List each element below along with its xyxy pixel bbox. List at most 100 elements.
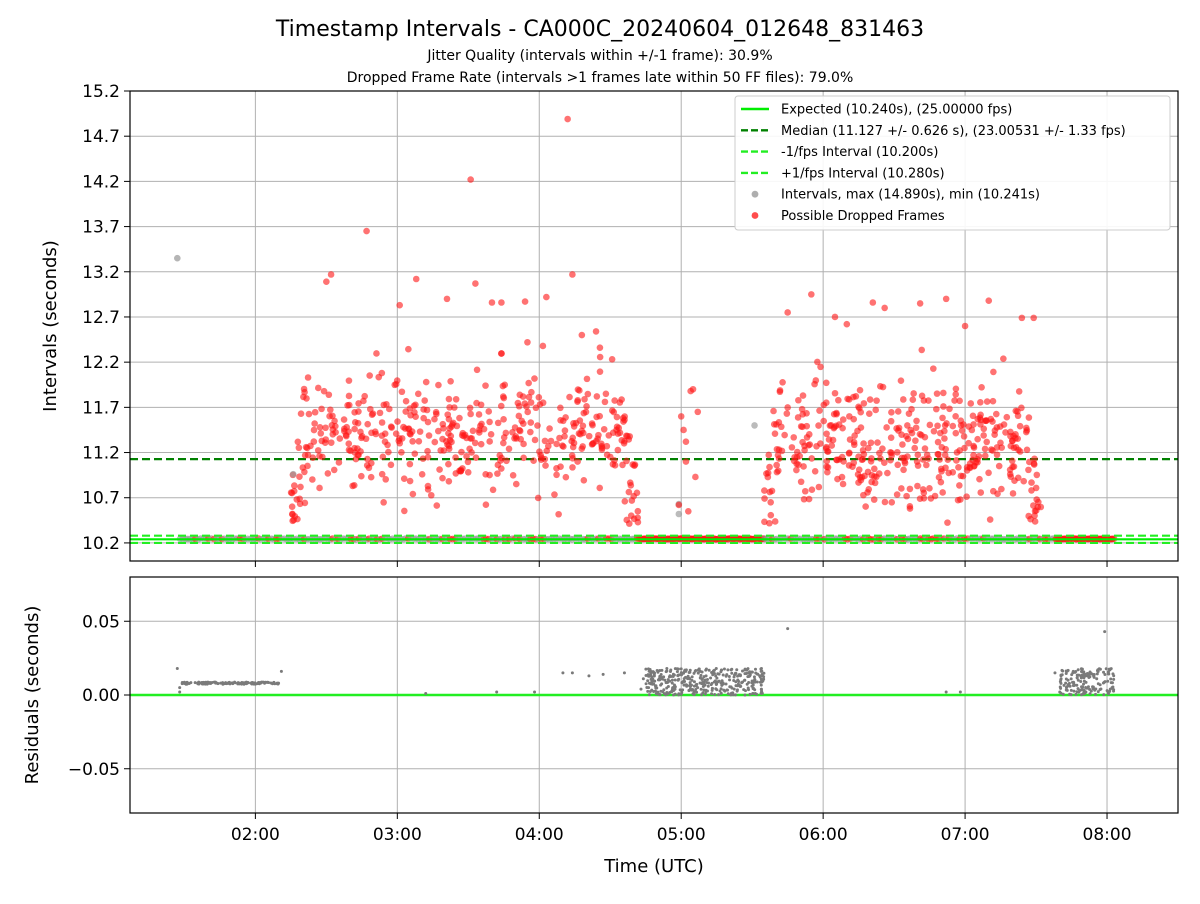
- dropped-frame-point: [608, 356, 616, 363]
- dropped-frame-point: [368, 411, 376, 418]
- dropped-frame-point: [833, 456, 840, 464]
- dropped-frame-point: [1030, 460, 1038, 467]
- residual-point: [664, 670, 668, 674]
- dropped-frame-point: [976, 475, 983, 483]
- dropped-frame-point: [561, 433, 568, 440]
- residual-point: [732, 687, 736, 691]
- residual-point: [1111, 672, 1115, 676]
- dropped-frame-point: [854, 427, 861, 435]
- dropped-frame-point: [868, 478, 875, 486]
- dropped-frame-point: [596, 344, 604, 351]
- dropped-frame-point: [833, 409, 840, 417]
- dropped-frame-point: [954, 496, 962, 504]
- residual-point: [656, 670, 660, 674]
- dropped-frame-point: [519, 393, 527, 400]
- dropped-frame-point: [325, 391, 333, 399]
- dropped-frame-point: [689, 385, 697, 393]
- dropped-frame-point: [357, 428, 364, 436]
- dropped-frame-point: [553, 471, 560, 479]
- residual-point: [759, 666, 763, 670]
- dropped-frame-point: [520, 440, 527, 448]
- residual-point: [687, 670, 691, 674]
- residual-point: [1071, 680, 1075, 684]
- residual-point: [1059, 674, 1063, 678]
- dropped-frame-point: [942, 445, 949, 453]
- time-x-tick-label: 03:00: [373, 825, 422, 845]
- dropped-frame-point: [598, 440, 605, 448]
- residual-point: [699, 687, 703, 691]
- residual-point: [679, 667, 683, 671]
- dropped-frame-point: [835, 396, 842, 404]
- dropped-frame-point: [358, 472, 365, 480]
- residual-point: [219, 681, 223, 685]
- dropped-frame-point: [551, 491, 558, 498]
- residual-point: [751, 683, 755, 687]
- dropped-frame-point: [685, 507, 692, 515]
- dropped-frame-point: [998, 485, 1005, 493]
- residual-point: [696, 686, 700, 690]
- residual-point: [720, 682, 724, 686]
- residual-point: [759, 691, 763, 695]
- residual-point: [183, 681, 187, 685]
- dropped-frame-point: [424, 482, 432, 490]
- dropped-frame-point: [943, 420, 950, 427]
- residual-point: [1085, 672, 1089, 676]
- dropped-frame-point: [487, 430, 495, 438]
- dropped-frame-point: [512, 480, 520, 488]
- residuals-y-ticks: −0.05 0.00 0.05: [68, 612, 130, 780]
- dropped-frame-point: [431, 438, 439, 446]
- dropped-frame-point: [908, 429, 916, 437]
- residual-point: [1109, 677, 1113, 681]
- residual-point: [759, 683, 763, 687]
- dropped-frame-point: [921, 445, 929, 452]
- residual-point: [679, 673, 683, 677]
- dropped-frame-point: [316, 424, 324, 431]
- residual-point: [1074, 692, 1078, 696]
- dropped-frame-point: [596, 412, 604, 420]
- residual-point: [1069, 688, 1073, 692]
- dropped-frame-point: [776, 387, 784, 394]
- residual-point: [1077, 689, 1081, 693]
- dropped-frame-point: [611, 397, 618, 404]
- dropped-frame-point: [469, 427, 477, 435]
- dropped-frame-point: [820, 401, 828, 409]
- dropped-frame-point: [977, 398, 984, 406]
- intervals-plot-border: [129, 90, 1179, 562]
- dropped-frame-point: [781, 431, 788, 439]
- dropped-frame-point: [299, 464, 307, 471]
- residual-point: [1088, 670, 1092, 674]
- residual-point: [1084, 690, 1088, 694]
- dropped-frame-point: [808, 486, 816, 494]
- residual-point: [718, 689, 722, 693]
- dropped-frame-point: [881, 459, 888, 467]
- dropped-frame-point: [761, 487, 768, 494]
- residual-point: [1062, 683, 1066, 687]
- dropped-frame-point: [327, 439, 335, 446]
- time-x-tick-label: 07:00: [941, 825, 990, 845]
- dropped-frame-point: [946, 405, 953, 413]
- dropped-frame-point: [900, 466, 907, 474]
- dropped-frame-point: [761, 495, 768, 502]
- dropped-frame-point: [860, 400, 868, 407]
- dropped-frame-point: [985, 297, 993, 304]
- residuals-y-tick-label: −0.05: [68, 760, 120, 780]
- dropped-frame-point: [815, 422, 822, 429]
- residuals-y-tick-label: 0.05: [82, 612, 120, 632]
- residual-point: [703, 692, 707, 696]
- intervals-plot: 10.2 10.7 11.2 11.7 12.2 12.7 13.2 13.7 14.2 14.7…: [40, 82, 1179, 567]
- dropped-frame-point: [452, 454, 459, 461]
- dropped-frame-point: [951, 397, 958, 404]
- residual-point: [688, 677, 692, 681]
- residual-point: [719, 691, 723, 695]
- dropped-frame-point: [447, 378, 454, 385]
- dropped-frame-point: [893, 425, 900, 432]
- residual-point: [741, 669, 745, 673]
- dropped-frame-point: [925, 455, 932, 462]
- residual-point: [786, 627, 790, 631]
- dropped-frame-point: [414, 390, 422, 398]
- dropped-frame-point: [824, 468, 831, 476]
- dropped-frame-point: [936, 456, 943, 463]
- dropped-frame-point: [872, 406, 879, 414]
- legend-entry-label: -1/fps Interval (10.200s): [781, 145, 938, 160]
- dropped-frame-point: [364, 420, 371, 428]
